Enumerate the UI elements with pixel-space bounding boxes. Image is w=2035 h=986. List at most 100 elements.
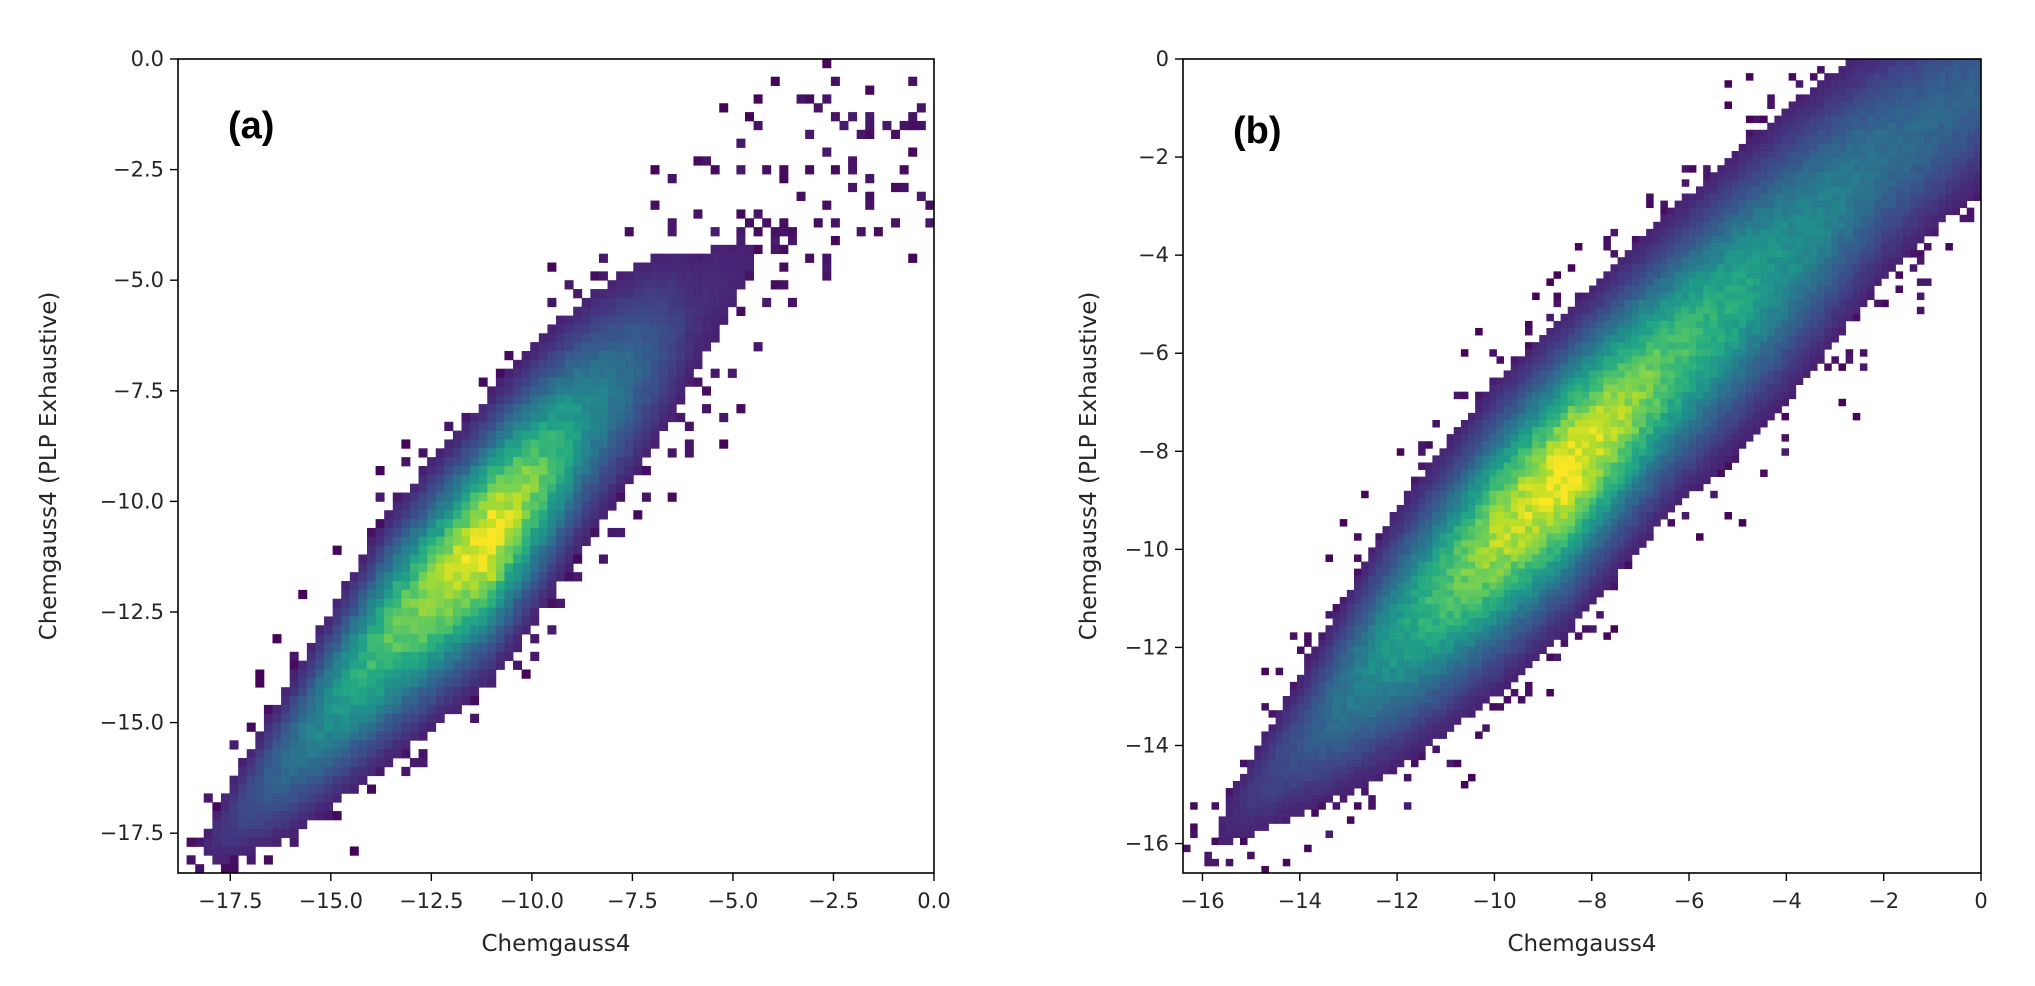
heatmap-cell: [1767, 342, 1775, 350]
heatmap-cell: [590, 386, 600, 396]
heatmap-cell: [1788, 136, 1797, 145]
heatmap-cell: [1753, 271, 1761, 279]
heatmap-cell: [1753, 342, 1761, 350]
heatmap-cell: [1760, 136, 1768, 145]
heatmap-cell: [779, 165, 789, 175]
heatmap-cell: [719, 306, 729, 316]
heatmap-cell: [1617, 469, 1626, 478]
heatmap-cell: [1232, 816, 1241, 824]
heatmap-cell: [487, 642, 497, 653]
heatmap-cell: [1275, 766, 1284, 775]
heatmap-cell: [1824, 172, 1832, 180]
heatmap-cell: [607, 342, 617, 352]
heatmap-cell: [1795, 129, 1804, 138]
heatmap-cell: [409, 589, 419, 600]
heatmap-cell: [435, 492, 445, 502]
heatmap-cell: [1753, 306, 1761, 315]
heatmap-cell: [1411, 561, 1419, 570]
heatmap-cell: [1468, 703, 1476, 711]
heatmap-cell: [1453, 674, 1462, 683]
heatmap-cell: [633, 412, 643, 423]
heatmap-cell: [1382, 674, 1391, 683]
heatmap-cell: [1468, 412, 1476, 421]
heatmap-cell: [1339, 731, 1348, 739]
heatmap-cell: [1674, 391, 1683, 400]
heatmap-cell: [1475, 434, 1483, 442]
heatmap-cell: [1503, 696, 1512, 704]
heatmap-cell: [650, 200, 660, 210]
heatmap-cell: [1261, 752, 1269, 761]
heatmap-cell: [418, 572, 428, 582]
heatmap-cell: [1418, 497, 1426, 506]
heatmap-cell: [1482, 667, 1490, 676]
heatmap-cell: [1667, 264, 1676, 272]
heatmap-cell: [1745, 419, 1754, 428]
heatmap-cell: [1831, 278, 1839, 286]
heatmap-cell: [1831, 158, 1839, 166]
heatmap-cell: [547, 536, 557, 547]
heatmap-cell: [263, 775, 273, 785]
heatmap-cell: [1617, 504, 1626, 513]
heatmap-cell: [1482, 398, 1490, 407]
heatmap-cell: [1539, 504, 1547, 513]
heatmap-cell: [521, 483, 531, 493]
heatmap-cell: [1574, 243, 1583, 251]
heatmap-cell: [1346, 667, 1355, 676]
heatmap-cell: [581, 430, 591, 440]
heatmap-cell: [1639, 434, 1647, 442]
heatmap-cell: [1767, 129, 1775, 138]
heatmap-cell: [1603, 292, 1611, 301]
heatmap-cell: [1688, 441, 1697, 449]
heatmap-cell: [1396, 639, 1405, 647]
heatmap-cell: [487, 519, 497, 529]
panel-a-y-ticks: 0.0−2.5−5.0−7.5−10.0−12.5−15.0−17.5: [100, 47, 178, 845]
heatmap-cell: [1332, 632, 1341, 640]
heatmap-cell: [1824, 243, 1832, 251]
heatmap-cell: [1788, 200, 1797, 209]
heatmap-cell: [547, 324, 557, 334]
heatmap-cell: [435, 642, 445, 653]
heatmap-cell: [1717, 186, 1725, 194]
heatmap-cell: [1453, 632, 1462, 640]
heatmap-cell: [384, 669, 394, 679]
heatmap-cell: [1624, 349, 1633, 357]
heatmap-cell: [1574, 604, 1583, 612]
heatmap-cell: [1574, 512, 1583, 520]
heatmap-cell: [1660, 434, 1668, 442]
heatmap-cell: [1553, 533, 1562, 541]
heatmap-cell: [1532, 377, 1540, 385]
heatmap-cell: [487, 536, 497, 547]
heatmap-cell: [1375, 703, 1383, 711]
heatmap-cell: [1745, 221, 1754, 230]
heatmap-cell: [349, 784, 359, 794]
heatmap-cell: [590, 342, 600, 352]
heatmap-cell: [1532, 434, 1540, 442]
heatmap-cell: [1774, 384, 1782, 393]
heatmap-cell: [1482, 412, 1490, 421]
heatmap-cell: [521, 368, 531, 378]
heatmap-cell: [1432, 575, 1440, 584]
heatmap-cell: [1546, 363, 1554, 371]
heatmap-cell: [1382, 618, 1391, 626]
heatmap-cell: [1838, 101, 1847, 109]
heatmap-cell: [1368, 752, 1376, 761]
heatmap-cell: [1774, 214, 1782, 223]
heatmap-cell: [384, 545, 394, 555]
heatmap-cell: [1717, 320, 1725, 329]
heatmap-cell: [1460, 681, 1469, 690]
heatmap-cell: [1525, 391, 1533, 400]
heatmap-cell: [1318, 667, 1326, 676]
heatmap-cell: [1318, 717, 1326, 725]
heatmap-cell: [796, 94, 806, 104]
heatmap-cell: [1496, 589, 1505, 598]
heatmap-cell: [702, 289, 712, 299]
heatmap-cell: [1596, 419, 1604, 428]
heatmap-cell: [1268, 710, 1277, 718]
heatmap-cell: [1603, 363, 1611, 371]
heatmap-cell: [1724, 349, 1733, 357]
heatmap-cell: [521, 554, 531, 564]
heatmap-cell: [1439, 639, 1448, 647]
heatmap-cell: [1760, 250, 1768, 258]
heatmap-cell: [659, 386, 669, 396]
heatmap-cell: [1468, 434, 1476, 442]
